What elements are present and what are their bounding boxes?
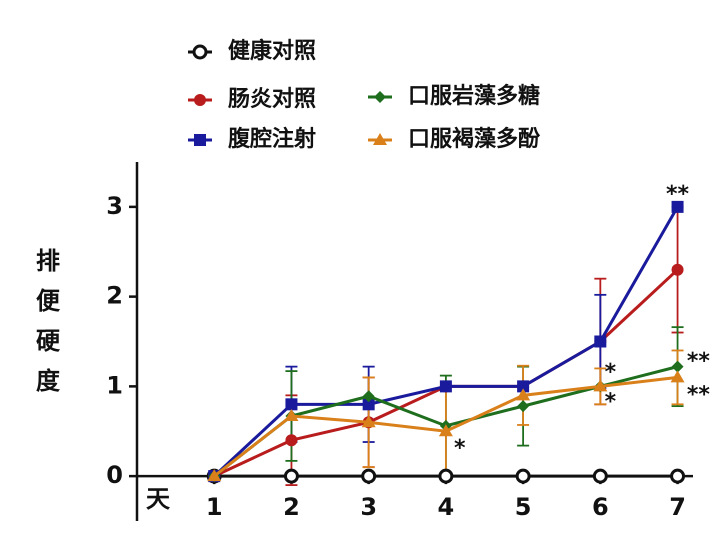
data-point	[671, 263, 684, 276]
data-point	[285, 434, 298, 447]
annotation: *	[454, 436, 466, 461]
x-tick-label: 3	[360, 493, 377, 521]
x-tick-label: 1	[206, 493, 223, 521]
data-point	[362, 398, 375, 411]
x-tick-label: 7	[669, 493, 686, 521]
data-point	[438, 468, 454, 484]
data-point	[438, 424, 453, 437]
annotation: *	[605, 390, 617, 415]
data-point	[361, 415, 376, 428]
legend-label: 健康对照	[228, 38, 316, 64]
y-tick-label: 1	[106, 371, 123, 399]
legend-label: 口服褐藻多酚	[408, 126, 541, 152]
legend-marker	[194, 94, 206, 106]
x-tick-label: 5	[515, 493, 532, 521]
legend-marker	[194, 134, 206, 146]
data-point	[670, 370, 685, 383]
annotation: **	[666, 182, 690, 207]
x-tick-label: 4	[438, 493, 455, 521]
data-point	[517, 400, 530, 413]
data-point	[439, 380, 452, 393]
data-point	[671, 200, 684, 213]
data-point	[517, 380, 530, 393]
data-point	[207, 469, 222, 482]
data-point	[592, 468, 608, 484]
legend-label: 腹腔注射	[228, 126, 316, 152]
data-point	[594, 335, 607, 348]
x-axis-label: 天	[146, 485, 170, 513]
y-tick-label: 0	[106, 461, 123, 489]
y-tick-label: 3	[106, 192, 123, 220]
data-point	[283, 468, 299, 484]
annotation: *	[605, 360, 617, 385]
legend-marker	[373, 133, 387, 145]
data-point	[593, 379, 608, 392]
data-point	[362, 390, 375, 403]
data-point	[285, 398, 298, 411]
annotation: **	[687, 382, 711, 407]
x-tick-label: 2	[283, 493, 300, 521]
data-point	[671, 360, 684, 373]
annotation: **	[687, 349, 711, 374]
data-point	[515, 468, 531, 484]
data-point	[670, 468, 686, 484]
y-axis-label: 排便硬度	[36, 247, 61, 395]
legend-marker	[192, 44, 208, 60]
legend-label: 肠炎对照	[228, 87, 316, 112]
data-point	[516, 388, 531, 401]
x-tick-label: 6	[592, 493, 609, 521]
y-tick-label: 2	[106, 282, 123, 310]
data-point	[284, 408, 299, 421]
data-point	[361, 468, 377, 484]
legend-marker	[374, 91, 386, 103]
legend-label: 口服岩藻多糖	[408, 83, 540, 109]
